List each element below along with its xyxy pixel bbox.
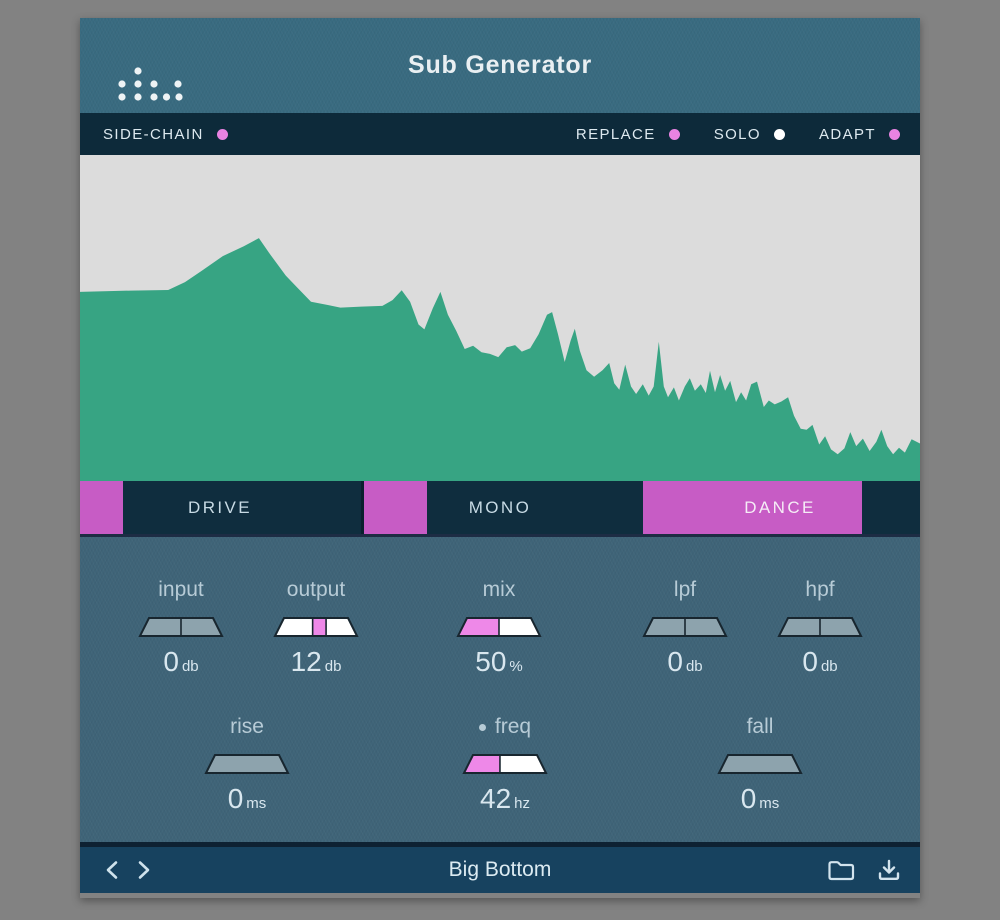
slider-value: 42 hz [480, 783, 530, 814]
mono-indicator[interactable] [364, 481, 427, 534]
slider-label: freq [478, 714, 531, 740]
drive-indicator[interactable] [80, 481, 123, 534]
mode-divider [361, 481, 364, 534]
input-slider[interactable]: input 0 db [106, 577, 256, 677]
side-chain-indicator-dot [216, 128, 228, 140]
fall-slider-track[interactable] [717, 754, 803, 774]
toggle-side-chain-label: SIDE-CHAIN [103, 125, 204, 143]
output-slider-track[interactable] [273, 617, 359, 637]
mix-slider-track[interactable] [456, 617, 542, 637]
adapt-indicator-dot [889, 128, 900, 140]
toggle-solo-label: SOLO [713, 125, 761, 143]
slider-label: input [158, 578, 204, 601]
title-bar: Sub Generator [80, 18, 920, 113]
toggle-adapt[interactable]: ADAPT [819, 126, 900, 143]
preset-browser-button[interactable] [826, 858, 856, 882]
save-preset-button[interactable] [876, 858, 902, 882]
freq-slider[interactable]: freq 42 hz [430, 714, 580, 814]
brand-logo [118, 67, 183, 101]
slider-label: hpf [805, 578, 835, 601]
spectrum-display [80, 155, 920, 481]
slider-value: 0 db [667, 646, 703, 677]
toggle-replace[interactable]: REPLACE [576, 126, 680, 143]
toggle-group-right: REPLACE SOLO ADAPT [576, 126, 900, 143]
mono-button[interactable] [427, 481, 643, 534]
save-download-icon [878, 859, 900, 880]
hpf-slider[interactable]: hpf 0 db [745, 577, 895, 677]
slider-label: fall [746, 715, 774, 738]
replace-indicator-dot [668, 128, 680, 140]
chevron-left-icon [106, 861, 118, 879]
rise-slider-track[interactable] [204, 754, 290, 774]
folder-icon [828, 861, 855, 881]
slider-label: mix [482, 578, 516, 601]
slider-value: 0 db [802, 646, 838, 677]
freq-slider-track[interactable] [462, 754, 548, 774]
preset-name[interactable]: Big Bottom [448, 858, 552, 881]
fall-slider[interactable]: fall 0 ms [685, 714, 835, 814]
lpf-slider-track[interactable] [642, 617, 728, 637]
next-preset-button[interactable] [132, 858, 154, 882]
rise-slider[interactable]: rise 0 ms [172, 714, 322, 814]
slider-label: lpf [673, 578, 697, 601]
output-slider[interactable]: output 12 db [241, 577, 391, 677]
preset-actions [826, 858, 902, 882]
slider-label: output [286, 578, 346, 601]
toggle-side-chain[interactable]: SIDE-CHAIN [103, 126, 228, 143]
input-slider-track[interactable] [138, 617, 224, 637]
slider-value: 50% [475, 646, 523, 677]
solo-indicator-dot [773, 128, 785, 140]
toggle-replace-label: REPLACE [575, 125, 656, 143]
preset-nav [102, 858, 154, 882]
plugin-title: Sub Generator [407, 51, 593, 79]
slider-value: 0 db [163, 646, 199, 677]
slider-label: rise [230, 715, 264, 738]
spectrum-curve [80, 238, 920, 481]
toggle-adapt-label: ADAPT [818, 125, 876, 143]
chevron-right-icon [138, 861, 150, 879]
freq-indicator-dot [478, 723, 486, 731]
slider-value: 0 ms [740, 783, 780, 814]
hpf-slider-track[interactable] [777, 617, 863, 637]
toggle-solo[interactable]: SOLO [714, 126, 785, 143]
plugin-window: Sub Generator SIDE-CHAIN REPLACE SOLO AD… [80, 18, 920, 898]
slider-value: 0 ms [227, 783, 267, 814]
lpf-slider[interactable]: lpf 0 db [610, 577, 760, 677]
mode-button-row: DRIVE MONO DANCE [80, 481, 920, 537]
mix-slider[interactable]: mix 50% [424, 577, 574, 677]
drive-button[interactable] [123, 481, 361, 534]
preset-bar: Big Bottom [80, 842, 920, 893]
toggle-bar: SIDE-CHAIN REPLACE SOLO ADAPT [80, 113, 920, 155]
dance-button[interactable] [643, 481, 862, 534]
slider-value: 12 db [290, 646, 342, 677]
controls-panel: input 0 db output 12 db mix 50% [80, 537, 920, 842]
prev-preset-button[interactable] [102, 858, 124, 882]
mode-row-end [862, 481, 920, 534]
